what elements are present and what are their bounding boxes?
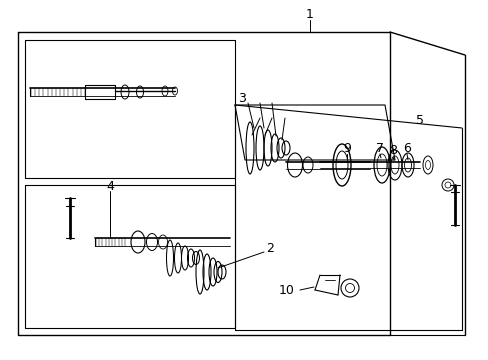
Text: 5: 5 (415, 113, 423, 126)
Text: 4: 4 (106, 180, 114, 193)
Text: 1: 1 (305, 9, 313, 22)
Text: 7: 7 (375, 141, 383, 154)
Text: 6: 6 (402, 141, 410, 154)
Text: 9: 9 (343, 141, 350, 154)
Text: 3: 3 (238, 91, 245, 104)
Text: 2: 2 (265, 242, 273, 255)
Text: 8: 8 (388, 144, 396, 158)
Text: 10: 10 (279, 284, 294, 297)
